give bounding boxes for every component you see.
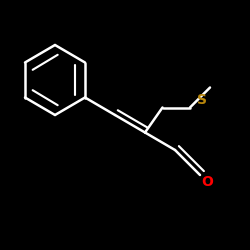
Text: S: S xyxy=(198,93,207,107)
Text: O: O xyxy=(202,176,213,190)
